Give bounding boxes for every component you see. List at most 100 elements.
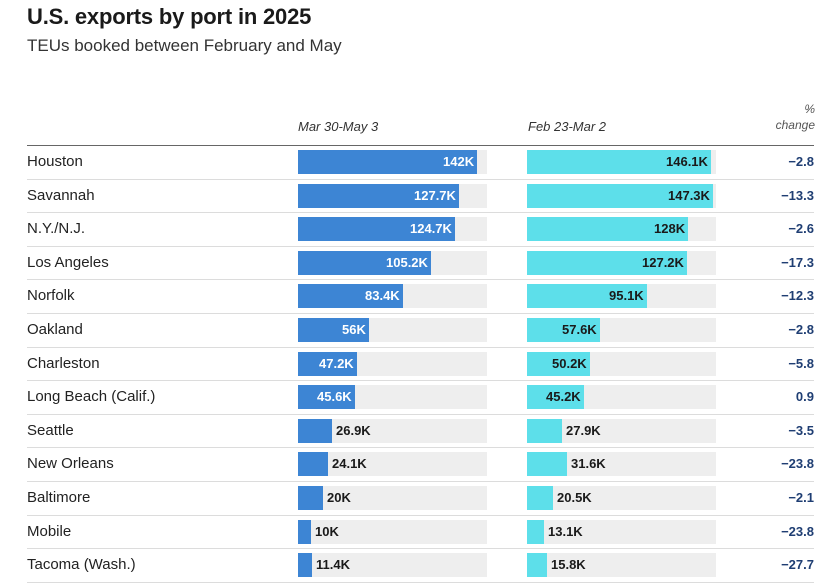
bar-label-a: 127.7K bbox=[414, 187, 456, 203]
bar-a bbox=[298, 553, 312, 578]
bar-track-b: 146.1K bbox=[527, 150, 716, 174]
percent-change: −5.8 bbox=[788, 355, 814, 371]
bar-track-a: 10K bbox=[298, 519, 487, 544]
bar-track-b: 95.1K bbox=[527, 284, 716, 309]
bar-a bbox=[298, 217, 455, 242]
bar-label-a: 11.4K bbox=[316, 557, 350, 573]
table-row: Savannah 127.7K 147.3K −13.3 bbox=[27, 180, 814, 214]
table-row: Tacoma (Wash.) 11.4K 15.8K −27.7 bbox=[27, 549, 814, 583]
port-name: Seattle bbox=[27, 421, 74, 439]
change-header-line2: change bbox=[775, 118, 815, 132]
bar-track-a: 24.1K bbox=[298, 452, 487, 477]
bar-label-b: 95.1K bbox=[609, 288, 644, 304]
bar-b bbox=[527, 385, 584, 410]
bar-b bbox=[527, 486, 553, 510]
bar-track-a: 20K bbox=[298, 486, 487, 510]
bar-b bbox=[527, 150, 711, 174]
bar-a bbox=[298, 385, 355, 410]
bar-track-b: 20.5K bbox=[527, 486, 716, 510]
bar-label-b: 57.6K bbox=[562, 322, 597, 337]
bar-label-a: 56K bbox=[342, 322, 366, 337]
bar-label-b: 31.6K bbox=[571, 456, 606, 472]
port-name: Oakland bbox=[27, 321, 83, 338]
bar-b bbox=[527, 318, 600, 342]
bar-track-b: 31.6K bbox=[527, 452, 716, 477]
percent-change: −17.3 bbox=[781, 254, 814, 270]
bar-b bbox=[527, 452, 567, 477]
bar-track-a: 105.2K bbox=[298, 250, 487, 275]
bar-track-b: 57.6K bbox=[527, 318, 716, 342]
percent-change: −13.3 bbox=[781, 187, 814, 203]
table-row: New Orleans 24.1K 31.6K −23.8 bbox=[27, 448, 814, 482]
port-name: Mobile bbox=[27, 522, 72, 540]
bar-track-a: 83.4K bbox=[298, 284, 487, 309]
bar-label-a: 26.9K bbox=[336, 422, 371, 438]
port-name: N.Y./N.J. bbox=[27, 220, 86, 238]
bar-label-b: 128K bbox=[654, 221, 686, 237]
bar-label-a: 105.2K bbox=[386, 254, 428, 270]
table-row: Long Beach (Calif.) 45.6K 45.2K 0.9 bbox=[27, 381, 814, 415]
bar-b bbox=[527, 250, 687, 275]
bar-label-a: 10K bbox=[315, 523, 339, 539]
column-header-change: % change bbox=[755, 101, 815, 133]
bar-track-b: 15.8K bbox=[527, 553, 716, 578]
bar-label-b: 50.2K bbox=[552, 355, 587, 371]
bar-a bbox=[298, 250, 431, 275]
bar-a bbox=[298, 418, 332, 443]
bar-label-b: 45.2K bbox=[546, 389, 581, 405]
bar-b bbox=[527, 351, 590, 376]
bar-track-a: 56K bbox=[298, 318, 487, 342]
bar-a bbox=[298, 318, 369, 342]
table-row: N.Y./N.J. 124.7K 128K −2.6 bbox=[27, 213, 814, 247]
port-name: Charleston bbox=[27, 354, 100, 372]
bar-track-b: 50.2K bbox=[527, 351, 716, 376]
percent-change: −27.7 bbox=[781, 557, 814, 573]
bar-a bbox=[298, 183, 459, 208]
column-header-period-b: Feb 23-Mar 2 bbox=[528, 119, 607, 134]
bar-track-b: 128K bbox=[527, 217, 716, 242]
bar-label-a: 24.1K bbox=[332, 456, 367, 472]
chart-subtitle: TEUs booked between February and May bbox=[27, 36, 342, 55]
bar-a bbox=[298, 519, 311, 544]
bar-track-a: 45.6K bbox=[298, 385, 487, 410]
bar-b bbox=[527, 519, 544, 544]
bar-label-a: 83.4K bbox=[365, 288, 400, 304]
bar-label-b: 13.1K bbox=[548, 523, 583, 539]
bar-a bbox=[298, 284, 403, 309]
bar-b bbox=[527, 217, 688, 242]
port-name: Tacoma (Wash.) bbox=[27, 556, 136, 574]
port-name: Baltimore bbox=[27, 489, 91, 506]
table-row: Mobile 10K 13.1K −23.8 bbox=[27, 516, 814, 550]
bar-b bbox=[527, 284, 647, 309]
bar-track-a: 127.7K bbox=[298, 183, 487, 208]
table-row: Norfolk 83.4K 95.1K −12.3 bbox=[27, 280, 814, 314]
percent-change: −23.8 bbox=[781, 523, 814, 539]
percent-change: −2.8 bbox=[788, 154, 814, 169]
bar-track-b: 27.9K bbox=[527, 418, 716, 443]
bar-track-a: 26.9K bbox=[298, 418, 487, 443]
bar-label-a: 47.2K bbox=[319, 355, 354, 371]
table-row: Houston 142K 146.1K −2.8 bbox=[27, 146, 814, 180]
bar-b bbox=[527, 418, 562, 443]
bar-track-a: 47.2K bbox=[298, 351, 487, 376]
table-row: Seattle 26.9K 27.9K −3.5 bbox=[27, 415, 814, 449]
port-name: New Orleans bbox=[27, 455, 114, 473]
percent-change: −12.3 bbox=[781, 288, 814, 304]
port-name: Los Angeles bbox=[27, 253, 109, 271]
bar-label-b: 147.3K bbox=[668, 187, 710, 203]
port-name: Savannah bbox=[27, 186, 95, 204]
percent-change: −23.8 bbox=[781, 456, 814, 472]
bar-track-b: 147.3K bbox=[527, 183, 716, 208]
bar-label-b: 127.2K bbox=[642, 254, 684, 270]
percent-change: −2.6 bbox=[788, 221, 814, 237]
table-row: Baltimore 20K 20.5K −2.1 bbox=[27, 482, 814, 516]
bar-track-a: 124.7K bbox=[298, 217, 487, 242]
bar-a bbox=[298, 351, 357, 376]
bar-track-b: 45.2K bbox=[527, 385, 716, 410]
bar-label-a: 142K bbox=[443, 154, 475, 169]
port-name: Norfolk bbox=[27, 287, 75, 305]
percent-change: −2.1 bbox=[788, 490, 814, 505]
column-header-period-a: Mar 30-May 3 bbox=[298, 119, 379, 134]
percent-change: −3.5 bbox=[788, 422, 814, 438]
bar-a bbox=[298, 486, 323, 510]
